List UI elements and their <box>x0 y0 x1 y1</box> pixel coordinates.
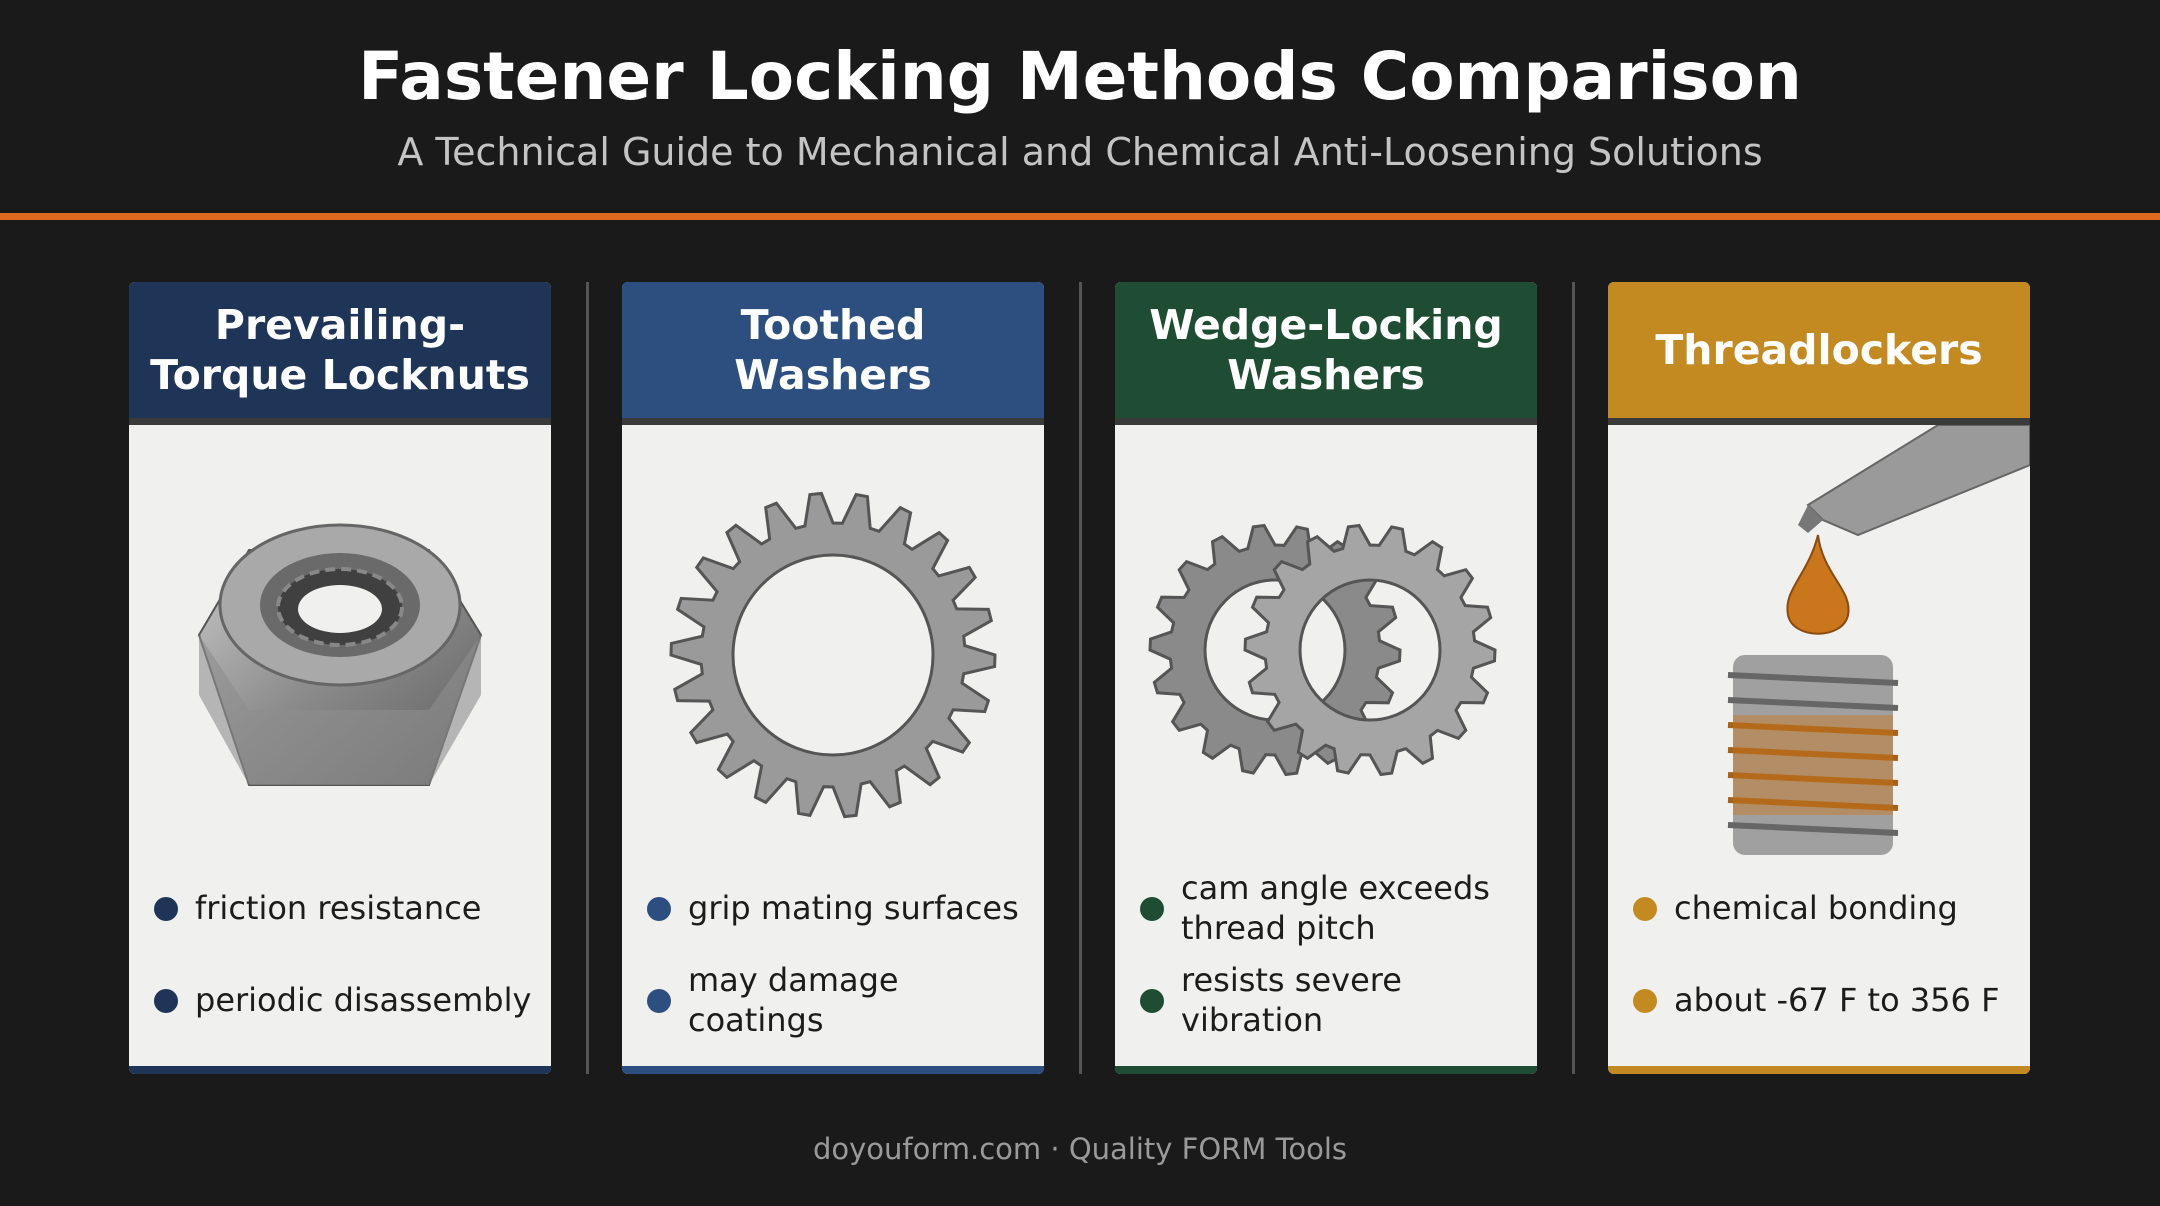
bullet: periodic disassembly <box>129 954 551 1046</box>
bullet: chemical bonding <box>1608 862 2030 954</box>
card-footer-bar <box>129 1066 551 1074</box>
bullet: friction resistance <box>129 862 551 954</box>
card-title: Threadlockers <box>1608 282 2030 425</box>
threadlocker-illustration <box>1727 425 2030 855</box>
bullet: may damage coatings <box>622 954 1044 1046</box>
divider <box>1572 282 1575 1074</box>
card: Threadlockers chemical bonding about -67… <box>1608 282 2030 1074</box>
bullet-list: friction resistance periodic disassembly <box>129 862 551 1046</box>
bullet-list: chemical bonding about -67 F to 356 F <box>1608 862 2030 1046</box>
card-title: Prevailing-Torque Locknuts <box>129 282 551 425</box>
card: Wedge-Locking Washers cam angle exceeds … <box>1115 282 1537 1074</box>
card-title: Toothed Washers <box>622 282 1044 425</box>
wedge-washer-illustration <box>1148 523 1497 777</box>
card-footer-bar <box>622 1066 1044 1074</box>
subtitle: A Technical Guide to Mechanical and Chem… <box>397 130 1763 174</box>
card-title: Wedge-Locking Washers <box>1115 282 1537 425</box>
card-footer-bar <box>1608 1066 2030 1074</box>
bullet-list: grip mating surfaces may damage coatings <box>622 862 1044 1046</box>
accent-rule <box>0 213 2160 220</box>
toothed-washer-illustration <box>669 491 997 819</box>
card-footer-bar <box>1115 1066 1537 1074</box>
bullet-list: cam angle exceeds thread pitch resists s… <box>1115 862 1537 1046</box>
bullet: about -67 F to 356 F <box>1608 954 2030 1046</box>
title: Fastener Locking Methods Comparison <box>358 38 1802 115</box>
bullet: resists severe vibration <box>1115 954 1537 1046</box>
divider <box>1079 282 1082 1074</box>
divider <box>586 282 589 1074</box>
bullet: cam angle exceeds thread pitch <box>1115 862 1537 954</box>
footer: doyouform.com · Quality FORM Tools <box>812 1132 1348 1166</box>
bullet: grip mating surfaces <box>622 862 1044 954</box>
card: Prevailing-Torque Locknuts friction resi… <box>129 282 551 1074</box>
locknut-illustration <box>197 523 483 786</box>
card: Toothed Washers grip mating surfaces may… <box>622 282 1044 1074</box>
